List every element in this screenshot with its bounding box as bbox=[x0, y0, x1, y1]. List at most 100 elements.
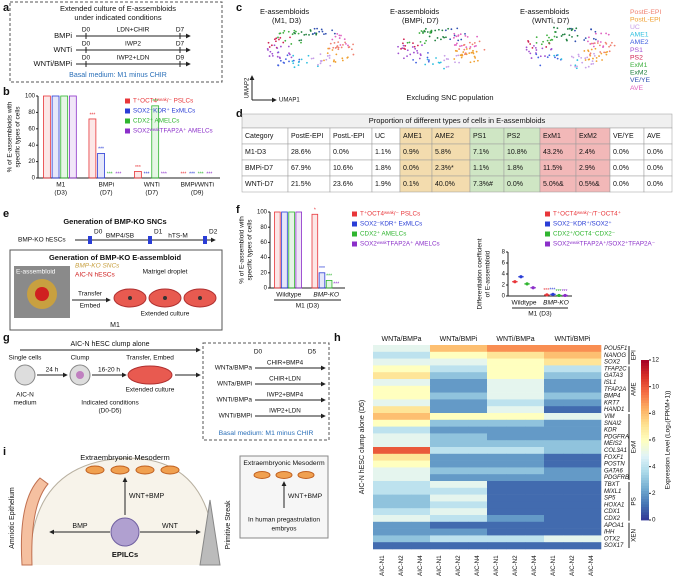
label: D0 bbox=[254, 349, 263, 356]
umap-point bbox=[270, 44, 273, 47]
umap-point bbox=[525, 46, 528, 49]
label: M1 (D3) bbox=[296, 303, 319, 310]
heat-cell bbox=[373, 406, 393, 414]
umap-point bbox=[403, 57, 405, 60]
heat-cell bbox=[430, 487, 450, 495]
label: BMP-KO hESCs bbox=[18, 237, 66, 244]
heat-cell bbox=[525, 521, 545, 529]
heat-cell bbox=[430, 365, 450, 373]
gene-label: KRT7 bbox=[604, 400, 620, 406]
exm-cell bbox=[85, 465, 105, 475]
label: Amniotic Epithelium bbox=[9, 487, 16, 549]
colorbar-segment bbox=[641, 408, 649, 412]
umap-point bbox=[587, 50, 590, 53]
heat-cell bbox=[411, 351, 431, 359]
heat-cell bbox=[544, 372, 564, 380]
legend-label: ExM1 bbox=[630, 62, 648, 69]
heat-cell bbox=[506, 379, 526, 387]
exm-cell bbox=[297, 471, 315, 479]
umap-point bbox=[293, 29, 296, 32]
heat-cell bbox=[582, 358, 602, 366]
umap-point bbox=[566, 28, 569, 30]
heat-cell bbox=[468, 453, 488, 461]
label: embryos bbox=[272, 526, 298, 533]
umap-point bbox=[406, 41, 409, 44]
heat-cell bbox=[563, 521, 583, 529]
heat-cell bbox=[487, 535, 507, 543]
bar bbox=[325, 279, 333, 289]
umap-point bbox=[613, 44, 616, 47]
umap-point bbox=[439, 61, 442, 64]
heat-cell bbox=[506, 453, 526, 461]
umap-point bbox=[525, 48, 528, 51]
table-text: 0.0% bbox=[647, 181, 663, 188]
heat-cell bbox=[449, 385, 469, 393]
umap-point bbox=[298, 58, 301, 61]
heat-cell bbox=[392, 413, 412, 421]
heat-cell bbox=[506, 447, 526, 455]
heat-cell bbox=[544, 542, 564, 550]
y-tick-label: 20 bbox=[260, 270, 267, 276]
umap-point bbox=[589, 43, 592, 45]
heat-cell bbox=[563, 528, 583, 536]
heat-cell bbox=[506, 372, 526, 380]
heat-cell bbox=[392, 406, 412, 414]
x-tick-label: (D7) bbox=[100, 190, 113, 197]
umap-point bbox=[328, 54, 331, 57]
umap-point bbox=[338, 37, 341, 39]
umap-point bbox=[583, 50, 586, 52]
significance: *** bbox=[107, 171, 113, 177]
umap-point bbox=[455, 44, 457, 46]
umap-point bbox=[346, 56, 349, 59]
table-text: AVE bbox=[647, 133, 661, 140]
panel-label: a bbox=[3, 2, 10, 14]
bar bbox=[318, 272, 326, 289]
umap-point bbox=[326, 52, 329, 55]
timeline-marker bbox=[88, 236, 92, 244]
umap-point bbox=[540, 43, 543, 46]
umap-point bbox=[600, 52, 603, 55]
colorbar-segment bbox=[641, 453, 649, 457]
umap-point bbox=[293, 31, 296, 34]
umap-point bbox=[537, 56, 540, 59]
umap-point bbox=[590, 48, 593, 51]
heat-cell bbox=[411, 385, 431, 393]
umap-point bbox=[337, 48, 340, 51]
heat-cell bbox=[544, 501, 564, 509]
umap-point bbox=[415, 61, 417, 64]
umap-point bbox=[563, 33, 566, 36]
umap-point bbox=[598, 44, 601, 47]
heat-cell bbox=[544, 365, 564, 373]
heat-cell bbox=[582, 433, 602, 441]
table-text: AME1 bbox=[403, 133, 422, 140]
heat-cell bbox=[525, 385, 545, 393]
heat-cell bbox=[582, 501, 602, 509]
panel-box bbox=[9, 1, 223, 83]
label: medium bbox=[13, 400, 36, 407]
heat-cell bbox=[468, 515, 488, 523]
table-text: VE/YE bbox=[613, 133, 634, 140]
umap-point bbox=[456, 42, 458, 45]
heat-cell bbox=[506, 399, 526, 407]
gene-label: POSTN bbox=[604, 462, 625, 468]
heat-cell bbox=[373, 358, 393, 366]
umap-point bbox=[592, 62, 595, 65]
table-text: 0.0% bbox=[507, 181, 523, 188]
heat-cell bbox=[525, 392, 545, 400]
heat-cell bbox=[582, 487, 602, 495]
label: D2 bbox=[209, 229, 218, 236]
heat-cell bbox=[563, 419, 583, 427]
heat-cell bbox=[430, 413, 450, 421]
heat-cell bbox=[392, 385, 412, 393]
heat-cell bbox=[373, 474, 393, 482]
legend-label: ExM2 bbox=[630, 70, 648, 77]
umap-point bbox=[420, 30, 423, 32]
heat-cell bbox=[392, 528, 412, 536]
heat-cell bbox=[582, 419, 602, 427]
colorbar-segment bbox=[641, 466, 649, 470]
heat-cell bbox=[468, 433, 488, 441]
heat-cell bbox=[563, 494, 583, 502]
umap-point bbox=[352, 43, 354, 46]
panel-label: d bbox=[236, 108, 243, 120]
heat-cell bbox=[582, 440, 602, 448]
